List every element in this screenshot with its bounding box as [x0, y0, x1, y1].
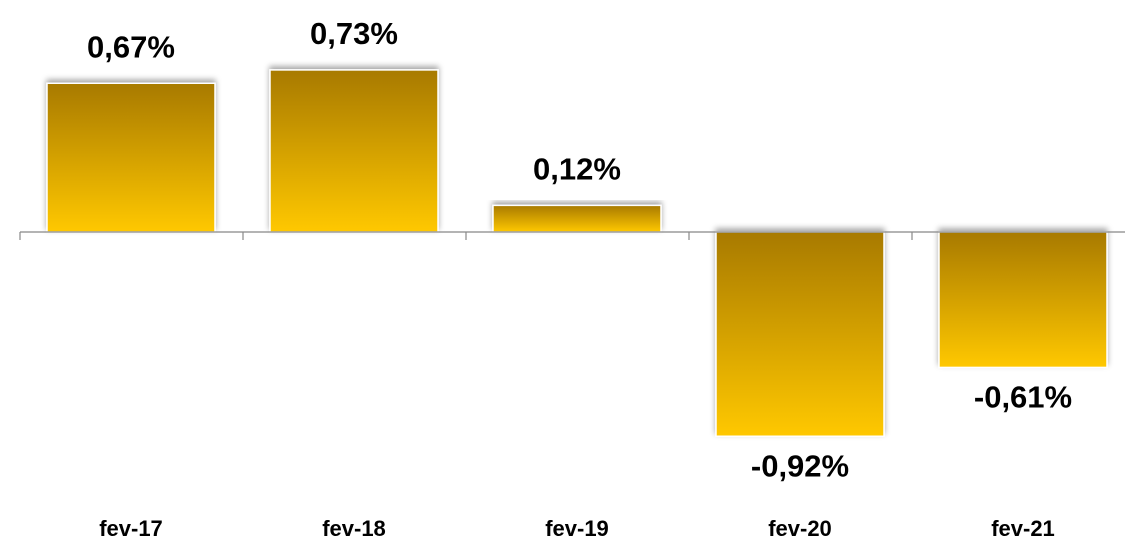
x-tick-label: fev-18 — [322, 516, 386, 541]
x-tick-label: fev-21 — [991, 516, 1055, 541]
bar — [938, 231, 1108, 369]
x-tick-label: fev-20 — [768, 516, 832, 541]
value-label: 0,12% — [533, 152, 621, 187]
value-label: -0,61% — [974, 380, 1072, 415]
x-tick-label: fev-17 — [99, 516, 163, 541]
bar — [46, 82, 216, 233]
bar — [269, 69, 439, 233]
value-label: 0,73% — [310, 16, 398, 51]
value-label: -0,92% — [751, 448, 849, 483]
bar — [715, 231, 885, 437]
value-label: 0,67% — [87, 29, 175, 64]
bar — [492, 204, 662, 233]
x-tick-label: fev-19 — [545, 516, 609, 541]
